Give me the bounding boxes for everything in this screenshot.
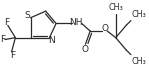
Text: F: F bbox=[0, 35, 6, 44]
Text: O: O bbox=[102, 24, 109, 33]
Text: O: O bbox=[82, 45, 89, 54]
Text: N: N bbox=[48, 36, 55, 45]
Text: S: S bbox=[25, 11, 31, 20]
Text: CH₃: CH₃ bbox=[132, 57, 147, 66]
Text: F: F bbox=[10, 51, 15, 60]
Text: CH₃: CH₃ bbox=[132, 10, 147, 19]
Text: CH₃: CH₃ bbox=[108, 3, 123, 12]
Text: NH: NH bbox=[69, 18, 83, 27]
Text: F: F bbox=[4, 18, 9, 27]
